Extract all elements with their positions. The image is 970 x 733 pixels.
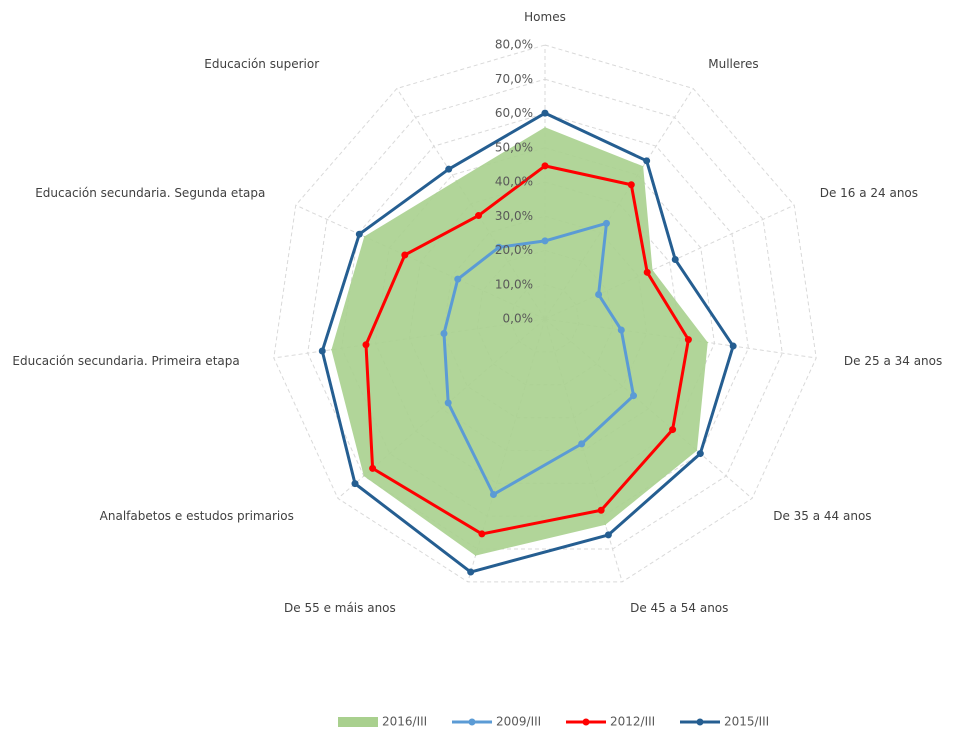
series-point: [541, 162, 549, 170]
series-point: [401, 251, 409, 259]
legend-label: 2016/III: [382, 715, 427, 729]
series-point: [669, 426, 677, 434]
series-point: [454, 275, 462, 283]
series-point: [355, 230, 363, 238]
series-line: [442, 221, 636, 496]
axis-label: Mulleres: [708, 57, 759, 72]
grid-ring: [307, 78, 783, 550]
series-point: [604, 531, 612, 539]
area-vertex: [604, 524, 606, 526]
area-vertex: [363, 475, 365, 477]
axis-label: De 55 e máis anos: [284, 601, 396, 616]
series-point: [369, 464, 377, 472]
series-point: [643, 157, 651, 165]
series-point: [445, 165, 453, 173]
axis-label: Homes: [524, 9, 566, 24]
series-point: [444, 399, 452, 407]
legend-swatch: [338, 717, 378, 727]
tick-label: 30,0%: [495, 209, 533, 223]
series-point: [617, 326, 625, 334]
axis-label: De 35 a 44 anos: [773, 509, 872, 524]
series-point: [475, 212, 483, 220]
series-point: [630, 392, 638, 400]
axis-label: De 45 a 54 anos: [630, 601, 729, 616]
series-point: [318, 347, 326, 355]
axis-label: De 25 a 34 anos: [843, 354, 943, 369]
series-point: [602, 219, 610, 227]
tick-label: 10,0%: [495, 277, 533, 291]
series-point: [729, 342, 737, 350]
area-vertex: [330, 349, 332, 351]
area-vertex: [544, 126, 546, 128]
legend-label: 2015/III: [724, 715, 769, 729]
tick-label: 50,0%: [495, 140, 533, 154]
area-vertex: [651, 269, 653, 271]
grid-ring: [273, 44, 817, 583]
area-vertex: [363, 235, 365, 237]
series-point: [495, 243, 503, 251]
series-point: [467, 568, 475, 576]
tick-label: 40,0%: [495, 175, 533, 189]
area-vertex: [707, 341, 709, 343]
series-point: [684, 336, 692, 344]
series-point: [595, 291, 603, 299]
tick-label: 80,0%: [495, 38, 533, 52]
series-point: [597, 506, 605, 514]
area-vertex: [642, 165, 644, 167]
series-line: [364, 164, 690, 536]
area-vertex: [475, 555, 477, 557]
series-point: [627, 181, 635, 189]
legend-marker: [468, 718, 476, 726]
series-point: [541, 237, 549, 245]
grid-ring: [341, 112, 749, 517]
legend-label: 2009/III: [496, 715, 541, 729]
series-point: [578, 440, 586, 448]
series-point: [440, 330, 448, 338]
tick-label: 60,0%: [495, 106, 533, 120]
series-point: [643, 268, 651, 276]
series-line: [320, 111, 735, 574]
tick-label: 70,0%: [495, 72, 533, 86]
axis-label: Educación superior: [204, 57, 320, 72]
legend-marker: [582, 718, 590, 726]
series-point: [351, 480, 359, 488]
axis-label: De 16 a 24 anos: [819, 186, 919, 201]
legend-marker: [696, 718, 704, 726]
area-vertex: [455, 180, 457, 182]
tick-label: 0,0%: [503, 312, 534, 326]
tick-label: 20,0%: [495, 243, 533, 257]
series-point: [696, 450, 704, 458]
series-point: [362, 341, 370, 349]
area-vertex: [696, 450, 698, 452]
series-point: [541, 109, 549, 117]
axis-label: Educación secundaria. Primeira etapa: [12, 354, 240, 369]
legend-label: 2012/III: [610, 715, 655, 729]
axis-label: Analfabetos e estudos primarios: [99, 509, 294, 524]
series-point: [478, 530, 486, 538]
series-area: [331, 127, 708, 556]
series-point: [489, 490, 497, 498]
series-point: [671, 256, 679, 264]
axis-label: Educación secundaria. Segunda etapa: [35, 186, 266, 201]
